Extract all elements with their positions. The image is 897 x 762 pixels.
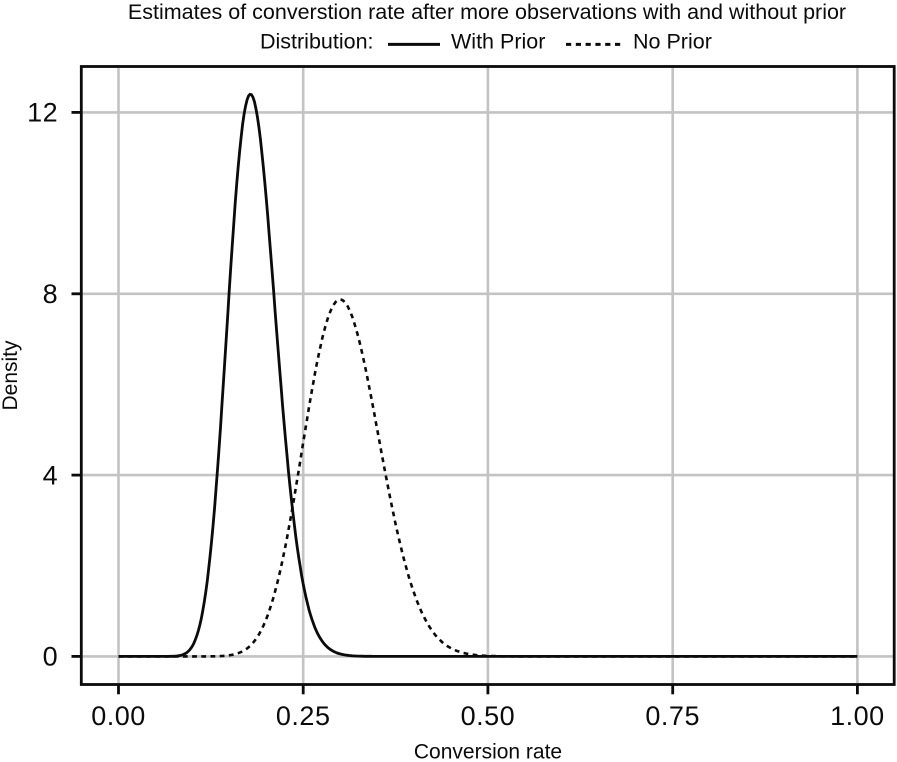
svg-text:Estimates of converstion rate: Estimates of converstion rate after more… — [128, 0, 846, 24]
svg-text:0.00: 0.00 — [91, 701, 146, 731]
svg-text:Density: Density — [0, 340, 22, 411]
svg-text:4: 4 — [43, 460, 59, 490]
svg-text:12: 12 — [27, 98, 58, 128]
svg-text:No Prior: No Prior — [633, 30, 712, 54]
svg-text:1.00: 1.00 — [830, 701, 885, 731]
svg-text:0: 0 — [43, 642, 59, 672]
svg-text:8: 8 — [43, 279, 59, 309]
svg-text:With Prior: With Prior — [451, 30, 545, 54]
svg-text:0.50: 0.50 — [461, 701, 516, 731]
svg-text:Conversion rate: Conversion rate — [414, 741, 562, 762]
svg-text:0.75: 0.75 — [645, 701, 700, 731]
svg-text:0.25: 0.25 — [276, 701, 331, 731]
svg-text:Distribution:: Distribution: — [260, 30, 374, 54]
